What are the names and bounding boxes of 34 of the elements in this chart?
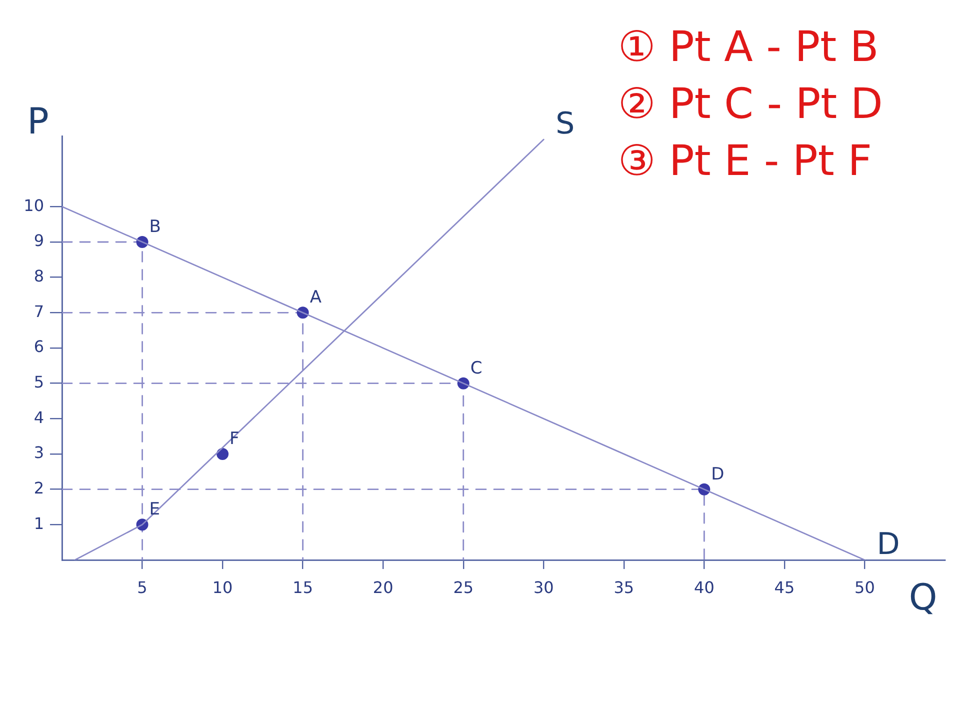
annotation: D: [711, 464, 724, 484]
x-tick-label: 15: [292, 578, 313, 597]
point: [216, 448, 229, 460]
x-tick-label: 50: [854, 578, 875, 597]
y-tick-label: 3: [34, 443, 44, 462]
x-tick-label: 20: [372, 578, 394, 597]
x-tick-label: 30: [533, 578, 554, 597]
y-tick-label: 1: [34, 514, 44, 533]
series-label: S: [556, 106, 575, 142]
y-tick-label: 5: [34, 372, 44, 392]
annotation: C: [470, 358, 482, 378]
annotation: A: [310, 288, 322, 308]
annotation: ③ Pt E - Pt F: [618, 136, 872, 185]
x-tick-label: 35: [614, 578, 634, 597]
annotation: F: [230, 428, 240, 449]
y-tick-label: 8: [34, 266, 44, 286]
y-axis-title: P: [27, 101, 49, 142]
annotation: B: [149, 216, 161, 237]
y-tick-label: 9: [34, 231, 44, 250]
series-label: D: [876, 526, 900, 562]
x-tick-label: 5: [137, 578, 148, 597]
x-tick-label: 10: [212, 578, 233, 597]
x-tick-label: 25: [453, 578, 474, 597]
x-axis-title: Q: [908, 577, 938, 618]
y-tick-label: 4: [34, 408, 44, 427]
x-tick-label: 45: [774, 578, 795, 597]
text: ① Pt A - Pt B: [618, 22, 879, 71]
y-tick-label: 10: [24, 196, 44, 215]
y-tick-label: 7: [34, 302, 44, 321]
text: ② Pt C - Pt D: [618, 78, 883, 128]
x-tick-label: 40: [694, 578, 714, 597]
annotation: E: [149, 500, 160, 520]
y-tick-label: 6: [34, 337, 44, 356]
y-tick-label: 2: [34, 478, 44, 498]
